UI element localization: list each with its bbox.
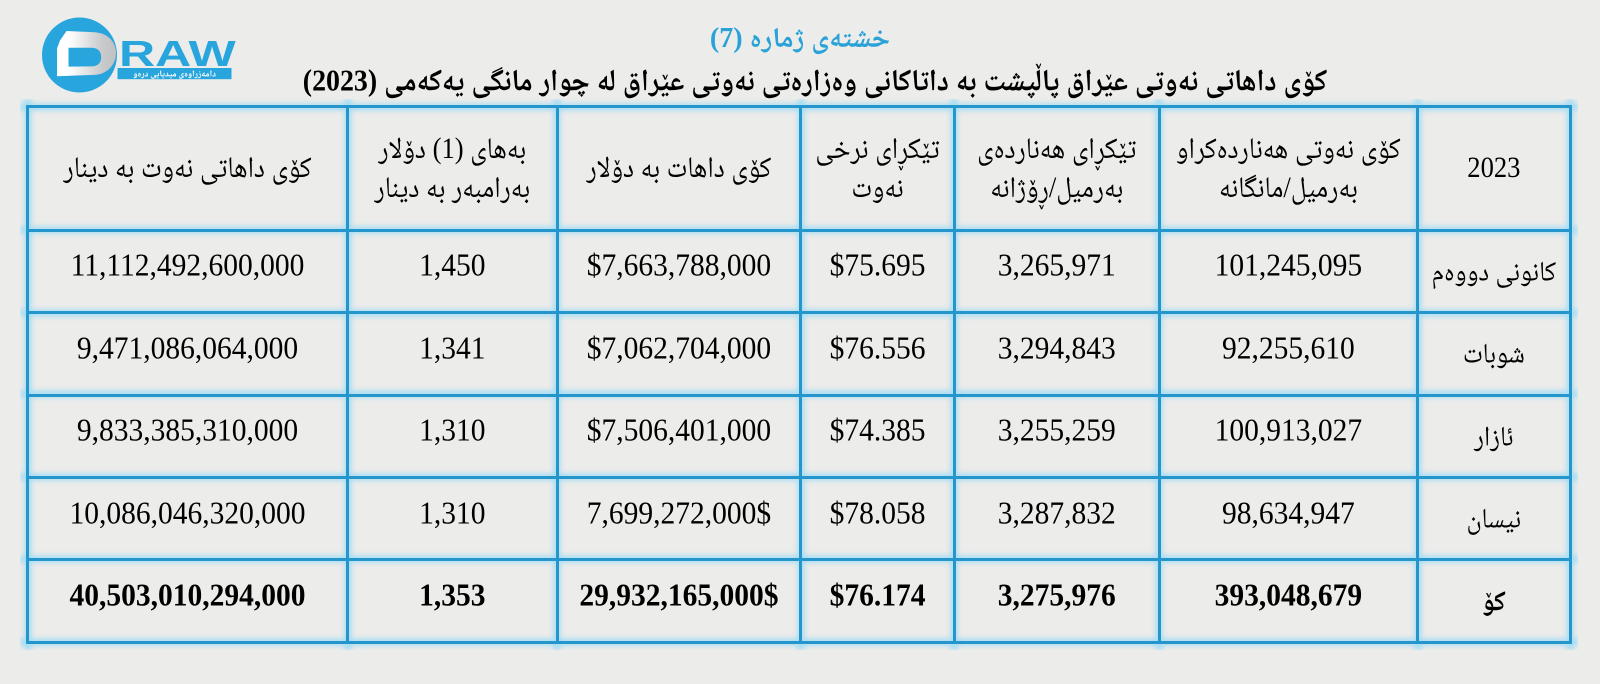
svg-text:RAW: RAW (119, 35, 237, 75)
svg-text:دامەزراوەی میدیایی درەو: دامەزراوەی میدیایی درەو (133, 68, 216, 83)
